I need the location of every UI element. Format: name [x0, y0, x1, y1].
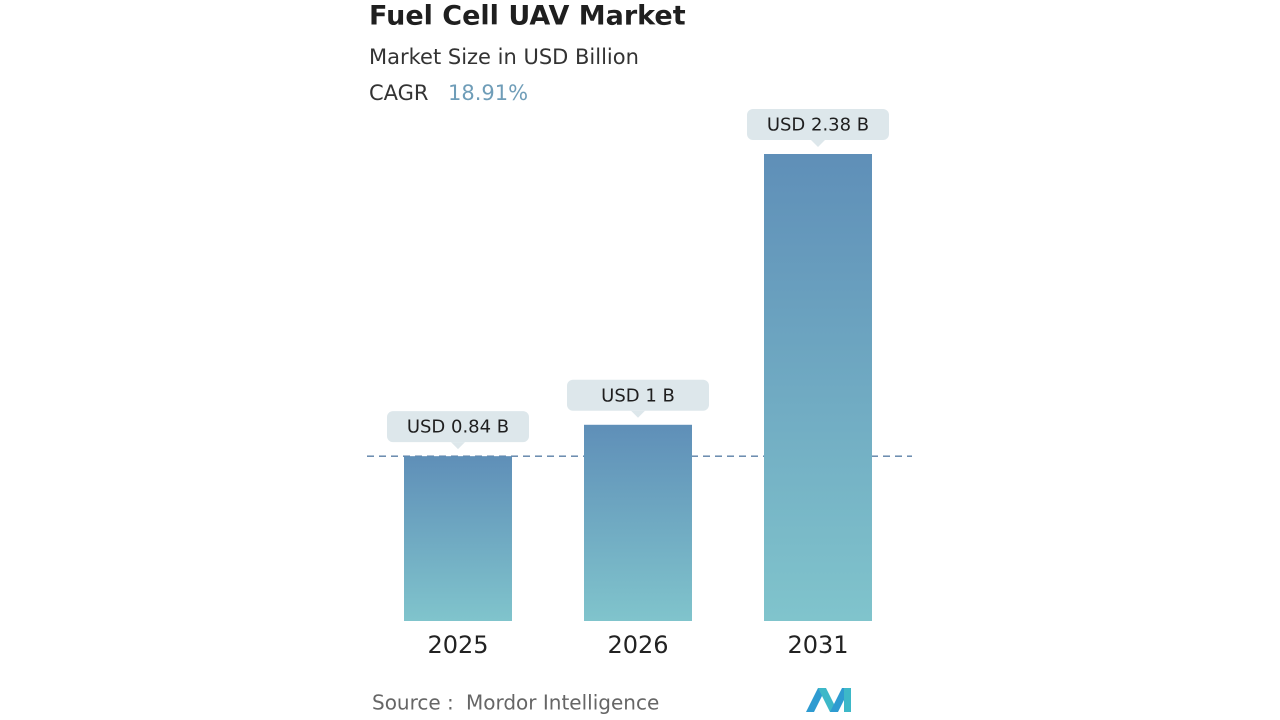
x-tick-label: 2026: [607, 631, 668, 659]
value-label-box: [387, 411, 529, 443]
logo: [806, 688, 851, 712]
bar: [584, 424, 692, 621]
x-tick-label: 2025: [427, 631, 488, 659]
cagr-label: CAGR: [369, 81, 429, 105]
value-label-box: [567, 379, 709, 411]
value-label-pointer: [451, 442, 465, 450]
bar: [404, 456, 512, 621]
source-label: Source :: [372, 691, 454, 715]
value-label: USD 2.38 B: [767, 115, 869, 136]
x-tick-label: 2031: [787, 631, 848, 659]
bar: [764, 154, 872, 621]
value-label-pointer: [631, 410, 645, 418]
value-label-box: [747, 109, 889, 140]
value-label-pointer: [811, 140, 825, 147]
chart-subtitle: Market Size in USD Billion: [369, 45, 639, 69]
value-label: USD 0.84 B: [407, 417, 509, 438]
source: Mordor Intelligence: [466, 691, 659, 715]
chart-title: Fuel Cell UAV Market: [369, 1, 686, 32]
cagr-value: 18.91%: [448, 81, 528, 105]
value-label: USD 1 B: [601, 385, 675, 406]
